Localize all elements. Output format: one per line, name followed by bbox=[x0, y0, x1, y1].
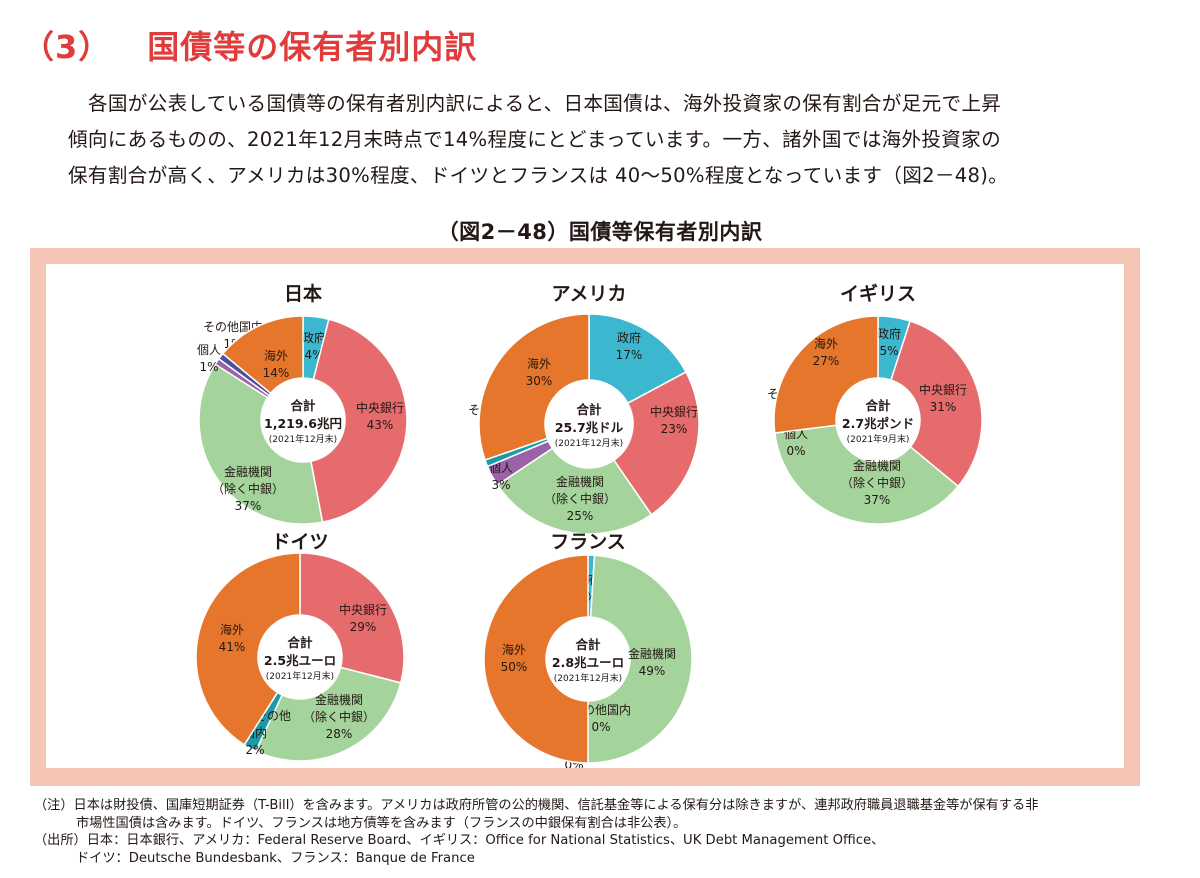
slice-label: 個人 1% bbox=[197, 343, 221, 374]
chart-1: アメリカ政府17%中央銀行23%金融機関（除く中銀）25%個人3%その他国内1%… bbox=[468, 283, 700, 535]
slice-label: 海外 27% bbox=[813, 336, 840, 368]
chart-center-total: 合計 1,219.6兆円(2021年12月末) bbox=[264, 398, 342, 445]
slice-label: 金融機関（除く中銀） 28% bbox=[303, 692, 375, 741]
donut-slice-foreign bbox=[773, 315, 879, 434]
donut-slice-fin bbox=[496, 447, 653, 535]
chart-center-total: 合計 25.7兆ドル(2021年12月末) bbox=[555, 402, 624, 449]
slice-label: 個人 3% bbox=[489, 461, 513, 492]
donut-charts: 日本政府4%中央銀行43%金融機関（除く中銀）37%個人1%その他国内1%海外1… bbox=[195, 282, 983, 768]
donut-slice-cb bbox=[890, 320, 983, 488]
slice-label: 海外 30% bbox=[526, 356, 553, 388]
chart-center-total: 合計 2.5兆ユーロ(2021年12月末) bbox=[264, 635, 336, 682]
donut-slice-fin bbox=[254, 666, 402, 762]
figure-panel-inner: 日本政府4%中央銀行43%金融機関（除く中銀）37%個人1%その他国内1%海外1… bbox=[46, 264, 1124, 768]
slice-label: 政府 17% bbox=[616, 330, 643, 362]
chart-title: 日本 bbox=[284, 282, 322, 305]
paragraph-line-2: 傾向にあるものの、2021年12月末時点で14%程度にとどまっています。一方、諸… bbox=[68, 128, 1001, 151]
slice-label: 中央銀行 43% bbox=[356, 400, 404, 432]
paragraph-line-3: 保有割合が高く、アメリカは30%程度、ドイツとフランスは 40〜50%程度となっ… bbox=[68, 164, 1009, 187]
chart-4: フランス政府1%金融機関49%その他国内0%個人0%海外50%合計2.8兆ユーロ… bbox=[483, 531, 693, 768]
donut-slice-foreign bbox=[195, 552, 301, 746]
slice-label: 海外 14% bbox=[263, 348, 290, 380]
donut-slice-fin bbox=[773, 424, 960, 525]
note-line-2: 市場性国債は含みます。ドイツ、フランスは地方債等を含みます（フランスの中銀保有割… bbox=[76, 815, 687, 831]
chart-center-total: 合計 2.8兆ユーロ(2021年12月末) bbox=[552, 637, 624, 684]
slice-label: 中央銀行 29% bbox=[339, 602, 387, 634]
chart-title: イギリス bbox=[840, 283, 916, 305]
slice-label: 金融機関（除く中銀） 37% bbox=[841, 458, 913, 507]
slice-label: 中央銀行 31% bbox=[919, 382, 967, 414]
chart-center-total: 合計 2.7兆ポンド(2021年9月末) bbox=[842, 398, 914, 445]
intro-paragraph: 各国が公表している国債等の保有者別内訳によると、日本国債は、海外投資家の保有割合… bbox=[68, 86, 1168, 194]
section-title: 国債等の保有者別内訳 bbox=[147, 28, 478, 66]
donut-slice-fin bbox=[587, 554, 693, 764]
chart-title: アメリカ bbox=[551, 283, 626, 305]
slice-label: 金融機関（除く中銀） 25% bbox=[544, 474, 616, 523]
donut-slice-cb bbox=[309, 318, 408, 524]
chart-title: ドイツ bbox=[271, 531, 328, 553]
slice-label: 政府 5% bbox=[877, 326, 901, 358]
donut-slice-foreign bbox=[483, 554, 589, 764]
chart-0: 日本政府4%中央銀行43%金融機関（除く中銀）37%個人1%その他国内1%海外1… bbox=[197, 282, 408, 525]
slice-label: 海外 50% bbox=[501, 642, 528, 674]
slice-label: 海外 41% bbox=[219, 622, 246, 654]
chart-2: イギリス政府5%中央銀行31%金融機関（除く中銀）37%個人0%その他国内0%海… bbox=[767, 283, 983, 525]
slice-label: 中央銀行 23% bbox=[650, 404, 698, 436]
slice-label: 金融機関（除く中銀） 37% bbox=[212, 464, 284, 513]
chart-title: フランス bbox=[550, 531, 626, 553]
section-number: （3） bbox=[22, 28, 112, 66]
figure-panel: 日本政府4%中央銀行43%金融機関（除く中銀）37%個人1%その他国内1%海外1… bbox=[30, 248, 1140, 786]
slice-label: 金融機関 49% bbox=[628, 646, 676, 678]
donut-slice-cb bbox=[612, 371, 700, 516]
footnotes: （注）日本は財投債、国庫短期証券（T-Bill）を含みます。アメリカは政府所管の… bbox=[34, 797, 1174, 867]
source-line-1: （出所）日本：日本銀行、アメリカ：Federal Reserve Board、イ… bbox=[34, 833, 885, 848]
note-line-1: （注）日本は財投債、国庫短期証券（T-Bill）を含みます。アメリカは政府所管の… bbox=[34, 798, 1039, 813]
donut-slice-fin bbox=[198, 363, 324, 525]
section-heading: （3） 国債等の保有者別内訳 bbox=[22, 22, 477, 68]
chart-3: ドイツ中央銀行29%金融機関（除く中銀）28%個人＋その他国内2%海外41%合計… bbox=[195, 531, 405, 762]
donut-slice-cb bbox=[299, 552, 405, 684]
donut-slice-foreign bbox=[221, 315, 304, 395]
donut-slice-gov bbox=[588, 313, 687, 405]
source-line-2: ドイツ：Deutsche Bundesbank、フランス：Banque de F… bbox=[76, 850, 475, 866]
donut-slice-foreign bbox=[478, 313, 590, 461]
paragraph-line-1: 各国が公表している国債等の保有者別内訳によると、日本国債は、海外投資家の保有割合… bbox=[88, 92, 1002, 115]
figure-title: （図2－48）国債等保有者別内訳 bbox=[437, 220, 763, 244]
